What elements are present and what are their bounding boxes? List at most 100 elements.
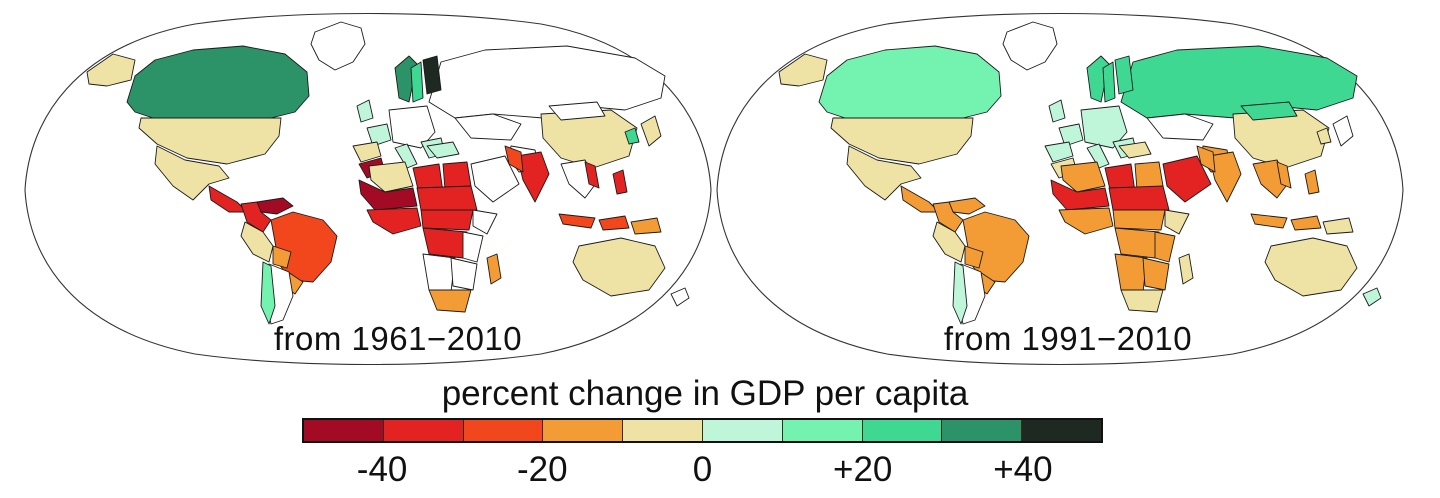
region-indonesia [1250,213,1322,231]
region-central-america [208,185,248,213]
region-mauritania-mali [1050,179,1110,211]
region-algeria [1060,161,1106,193]
region-peru [240,221,274,263]
region-china [540,109,638,169]
region-philippines [612,169,628,195]
region-philippines [1304,169,1320,195]
region-iberia [1044,141,1074,163]
region-sahel [416,185,478,211]
region-algeria [368,161,414,193]
colorbar-segment [304,420,383,441]
region-mongolia [548,101,606,121]
region-vietnam [1276,161,1292,189]
region-kazakhstan [1146,113,1214,141]
region-central-europe [388,105,436,149]
colorbar-segment [382,420,463,441]
colorbar-tick-label: +40 [993,450,1053,489]
region-vietnam [584,161,600,189]
region-west-africa [366,207,422,235]
region-new-zealand [1362,287,1382,307]
region-mexico [154,145,230,201]
map-panel-1991-2010: from 1991−2010 [715,8,1405,372]
region-central-africa [1112,209,1166,231]
region-iberia [352,141,382,163]
region-japan [1332,115,1354,147]
region-sweden [410,61,424,103]
region-uk [1048,99,1066,123]
region-sahel [1108,185,1170,211]
colorbar-tick-label: +20 [833,450,893,489]
region-australia [1264,237,1358,297]
region-japan [640,115,662,147]
world-map-1991-2010 [715,8,1405,372]
region-china [1232,109,1330,169]
region-usa [830,117,974,165]
region-papua-new-guinea [1322,217,1354,235]
colorbar-tick-label: -20 [517,450,568,489]
region-east-africa [1154,231,1176,263]
colorbar-segment [462,420,543,441]
region-drc [1114,227,1160,259]
region-east-africa [462,231,484,263]
region-india [516,151,550,203]
colorbar-segment [542,420,623,441]
region-central-europe [1080,105,1128,149]
region-arabia [470,155,520,203]
region-chile [952,261,968,325]
region-turkey [426,141,460,159]
region-usa [138,117,282,165]
region-central-america [900,185,940,213]
region-west-africa [1058,207,1114,235]
colorbar-segment [701,420,782,441]
region-alaska [86,53,136,87]
region-madagascar [1178,253,1194,285]
region-madagascar [486,253,502,285]
region-india [1208,151,1242,203]
region-bolivia [272,245,292,269]
region-turkey [1118,141,1152,159]
region-south-africa [428,289,472,313]
region-mauritania-mali [358,179,418,211]
region-south-africa [1120,289,1164,313]
region-alaska [778,53,828,87]
colorbar-segment [861,420,942,441]
region-pakistan [1196,145,1216,173]
region-horn-of-africa [472,209,498,235]
region-greenland [1002,21,1058,71]
map-panel-1961-2010: from 1961−2010 [23,8,713,372]
colorbar-title: percent change in GDP per capita [441,374,969,413]
region-kazakhstan [454,113,522,141]
region-zambia-mozambique [1142,257,1170,291]
region-korea [624,127,640,145]
region-zambia-mozambique [450,257,478,291]
region-finland [422,55,442,95]
colorbar-segment [1021,420,1101,441]
region-australia [572,237,666,297]
region-chile [260,261,276,325]
colorbar-tick-label: -40 [356,450,408,489]
region-mexico [846,145,922,201]
colorbar [302,418,1103,443]
region-uk [356,99,374,123]
region-papua-new-guinea [630,217,662,235]
region-russia [428,45,666,119]
region-indonesia [558,213,630,231]
region-korea [1316,127,1332,145]
region-finland [1114,55,1134,95]
colorbar-tick-label: 0 [692,450,713,489]
map-period-label-right: from 1991−2010 [943,320,1193,357]
region-sweden [1102,61,1116,103]
region-france [1058,123,1084,147]
region-drc [422,227,468,259]
colorbar-segment [941,420,1022,441]
colorbar-ticks: -40 -20 0 +20 +40 [302,450,1103,494]
region-pakistan [504,145,524,173]
region-new-zealand [670,287,690,307]
region-peru [932,221,966,263]
map-period-label-left: from 1961−2010 [273,320,523,357]
region-france [366,123,392,147]
colorbar-segment [781,420,862,441]
world-map-1961-2010 [23,8,713,372]
region-central-africa [420,209,474,231]
